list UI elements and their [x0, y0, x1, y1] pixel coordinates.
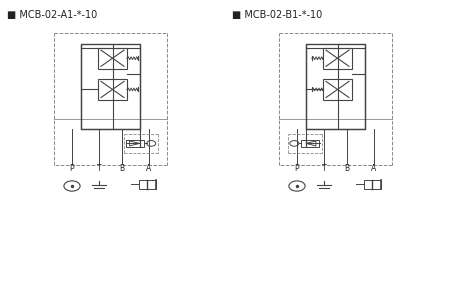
Text: P: P: [70, 164, 74, 174]
Bar: [302, 140, 319, 147]
Text: T: T: [97, 164, 101, 174]
Bar: [306, 44, 364, 129]
Bar: [139, 180, 156, 189]
Text: A: A: [371, 164, 376, 174]
Bar: [364, 180, 381, 189]
Text: B: B: [344, 164, 349, 174]
Bar: [323, 47, 352, 69]
Bar: [81, 44, 140, 129]
Bar: [98, 79, 127, 100]
Bar: [126, 140, 144, 147]
Text: T: T: [322, 164, 326, 174]
Text: P: P: [295, 164, 299, 174]
Text: ■ MCB-02-B1-*-10: ■ MCB-02-B1-*-10: [232, 10, 322, 20]
Text: ■ MCB-02-A1-*-10: ■ MCB-02-A1-*-10: [7, 10, 97, 20]
Text: A: A: [146, 164, 151, 174]
Bar: [323, 79, 352, 100]
Bar: [98, 47, 127, 69]
Text: B: B: [119, 164, 124, 174]
